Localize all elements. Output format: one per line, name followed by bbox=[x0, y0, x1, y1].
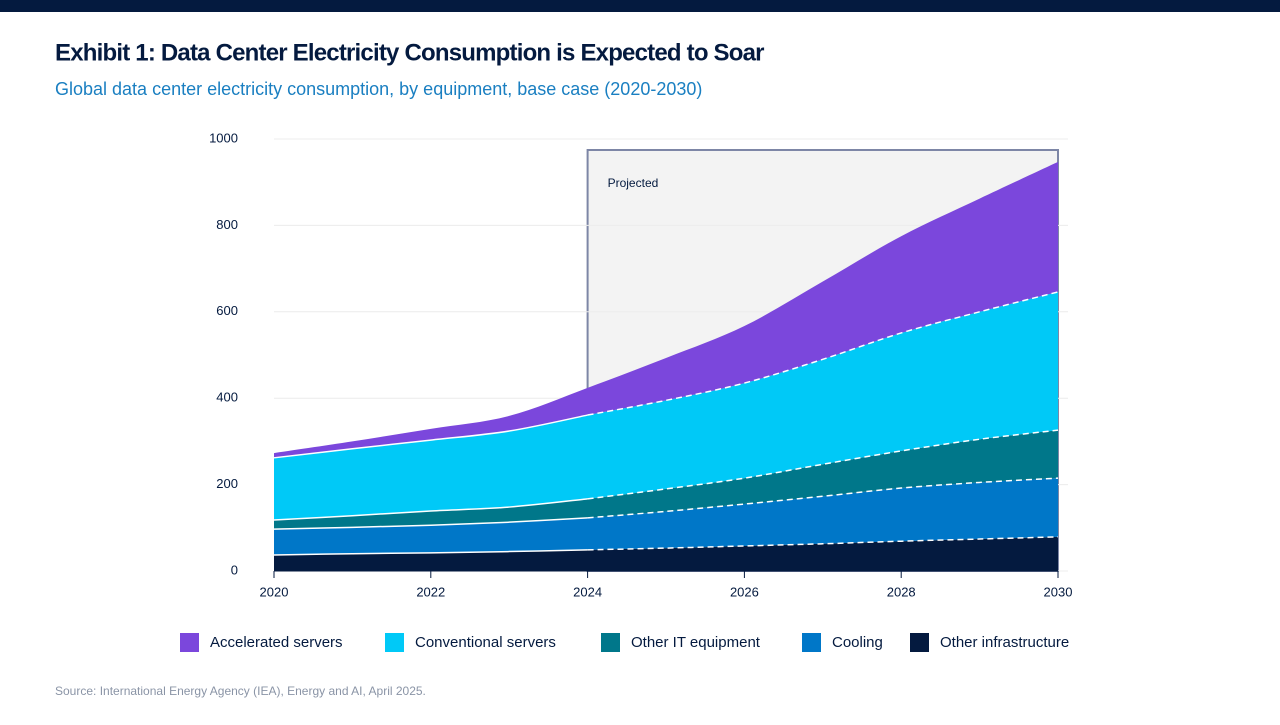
x-tick-label: 2022 bbox=[416, 584, 445, 599]
stack-edge-projected bbox=[587, 536, 1059, 551]
x-tick-label: 2020 bbox=[260, 584, 289, 599]
stack-edge-projected bbox=[587, 291, 1059, 416]
annotation: Projected bbox=[608, 176, 659, 190]
x-tick-label: 2026 bbox=[730, 584, 759, 599]
y-tick-label: 800 bbox=[216, 217, 238, 232]
stack-edge bbox=[273, 498, 588, 521]
legend-swatch bbox=[802, 633, 821, 652]
area bbox=[274, 430, 1058, 530]
legend-label: Other infrastructure bbox=[940, 634, 1069, 651]
x-tick-label: 2024 bbox=[573, 584, 602, 599]
legend-swatch bbox=[180, 633, 199, 652]
legend-label: Conventional servers bbox=[415, 634, 556, 651]
x-tick-label: 2030 bbox=[1044, 584, 1073, 599]
y-tick-label: 1000 bbox=[209, 130, 238, 145]
legend-label: Cooling bbox=[832, 634, 883, 651]
y-tick-label: 0 bbox=[231, 562, 238, 577]
area bbox=[274, 161, 1058, 458]
y-tick-label: 600 bbox=[216, 303, 238, 318]
area bbox=[274, 291, 1058, 521]
stack-edge-projected bbox=[587, 477, 1059, 519]
legend-swatch bbox=[910, 633, 929, 652]
chart-subtitle: Global data center electricity consumpti… bbox=[55, 79, 702, 99]
stack-edge bbox=[273, 517, 588, 530]
chart-title: Exhibit 1: Data Center Electricity Consu… bbox=[55, 39, 764, 66]
legend-swatch bbox=[601, 633, 620, 652]
area bbox=[274, 478, 1058, 556]
stack-edge bbox=[273, 549, 588, 556]
stack-edge bbox=[273, 414, 588, 459]
source: Source: International Energy Agency (IEA… bbox=[55, 684, 426, 698]
legend-label: Other IT equipment bbox=[631, 634, 761, 651]
legend-swatch bbox=[385, 633, 404, 652]
legend-label: Accelerated servers bbox=[210, 634, 343, 651]
y-tick-label: 200 bbox=[216, 476, 238, 491]
y-tick-label: 400 bbox=[216, 390, 238, 405]
area bbox=[274, 536, 1058, 571]
x-tick-label: 2028 bbox=[887, 584, 916, 599]
top-bar bbox=[0, 0, 1280, 12]
